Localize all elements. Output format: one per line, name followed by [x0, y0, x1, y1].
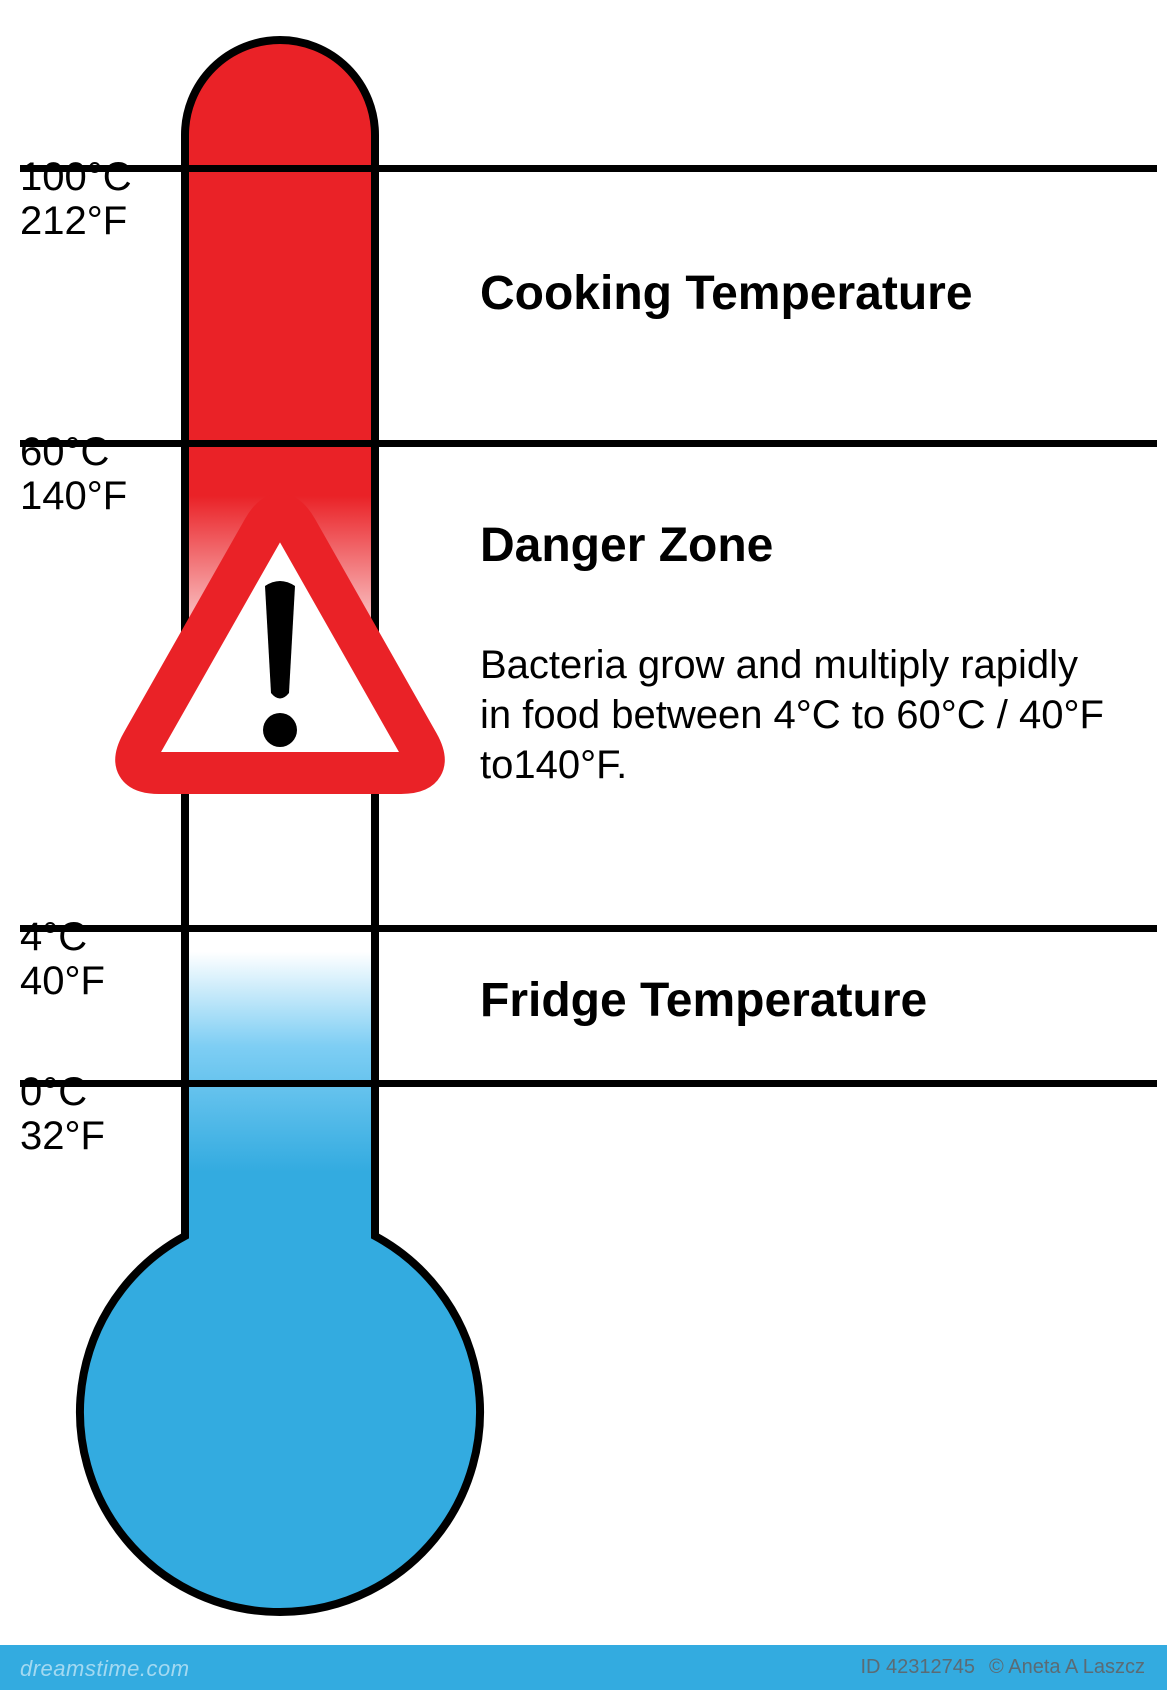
threshold-fahrenheit: 40°F: [20, 959, 170, 1003]
threshold-celsius: 0°C: [20, 1070, 170, 1114]
threshold-celsius: 4°C: [20, 915, 170, 959]
zone-title-cooking: Cooking Temperature: [480, 268, 973, 321]
threshold-fahrenheit: 212°F: [20, 199, 170, 243]
threshold-label-boil: 100°C212°F: [20, 155, 170, 243]
threshold-line-hot: [20, 440, 1157, 447]
threshold-line-fridge: [20, 925, 1157, 932]
threshold-line-freeze: [20, 1080, 1157, 1087]
threshold-label-freeze: 0°C32°F: [20, 1070, 170, 1158]
zone-title-fridge: Fridge Temperature: [480, 975, 927, 1028]
image-id: ID 42312745: [861, 1656, 976, 1679]
threshold-label-fridge: 4°C40°F: [20, 915, 170, 1003]
zone-desc-danger: Bacteria grow and multiply rapidly in fo…: [480, 640, 1120, 790]
copyright: © Aneta A Laszcz: [989, 1656, 1145, 1679]
threshold-celsius: 100°C: [20, 155, 170, 199]
zone-title-danger: Danger Zone: [480, 520, 773, 573]
infographic-canvas: 100°C212°F60°C140°F4°C40°F0°C32°F Cookin…: [0, 0, 1167, 1690]
footer-bar: dreamstime.com ID 42312745 © Aneta A Las…: [0, 1645, 1167, 1690]
warning-sign-icon: [100, 468, 460, 798]
threshold-fahrenheit: 32°F: [20, 1114, 170, 1158]
threshold-line-boil: [20, 165, 1157, 172]
thermometer: [0, 0, 1167, 1690]
watermark-text: dreamstime.com: [20, 1656, 190, 1682]
